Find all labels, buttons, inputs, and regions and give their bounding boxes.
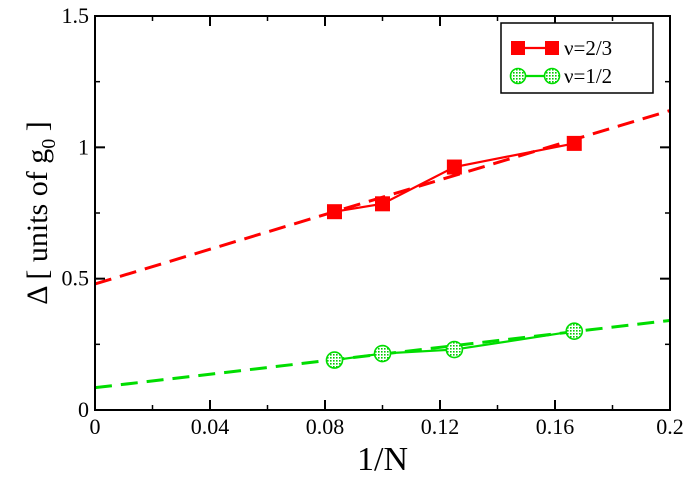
legend-marker-series-2-1 — [509, 67, 527, 85]
y-axis-title-suffix: ] — [21, 121, 54, 139]
data-point-series-1-4 — [566, 135, 582, 151]
y-tick-label: 1.5 — [62, 3, 90, 28]
series-line-2 — [334, 330, 575, 362]
y-tick-label: 1 — [78, 134, 89, 159]
legend-label-series-1: ν=2/3 — [564, 36, 612, 60]
x-tick-label: 0.16 — [536, 414, 575, 439]
x-tick-label: 0 — [90, 414, 101, 439]
x-axis-title: 1/N — [357, 441, 408, 477]
x-tick-label: 0.2 — [656, 414, 684, 439]
data-point-series-1-2 — [375, 196, 390, 212]
data-point-series-1-3 — [446, 159, 462, 175]
x-tick-label: 0.08 — [306, 414, 345, 439]
x-tick-label: 0.04 — [191, 414, 230, 439]
legend-marker-series-1-2 — [545, 41, 559, 55]
legend-marker-series-2-2 — [543, 67, 561, 85]
series-line-1 — [334, 142, 575, 213]
data-point-series-2-2 — [373, 344, 392, 363]
y-axis-title-main: Δ [ units of g — [21, 149, 54, 305]
legend-label-series-2: ν=1/2 — [564, 64, 612, 88]
data-point-series-2-3 — [445, 340, 464, 359]
data-point-series-1-1 — [326, 204, 342, 220]
data-point-series-2-4 — [565, 322, 584, 341]
data-point-series-2-1 — [325, 351, 344, 369]
y-tick-label: 0.5 — [62, 266, 90, 291]
y-axis-title: Δ [ units of g0 ] — [21, 121, 60, 304]
legend-box — [500, 22, 654, 94]
legend-marker-series-1-1 — [511, 41, 525, 55]
y-tick-label: 0 — [78, 397, 89, 422]
x-tick-label: 0.12 — [421, 414, 460, 439]
y-axis-title-subscript: 0 — [38, 139, 60, 149]
